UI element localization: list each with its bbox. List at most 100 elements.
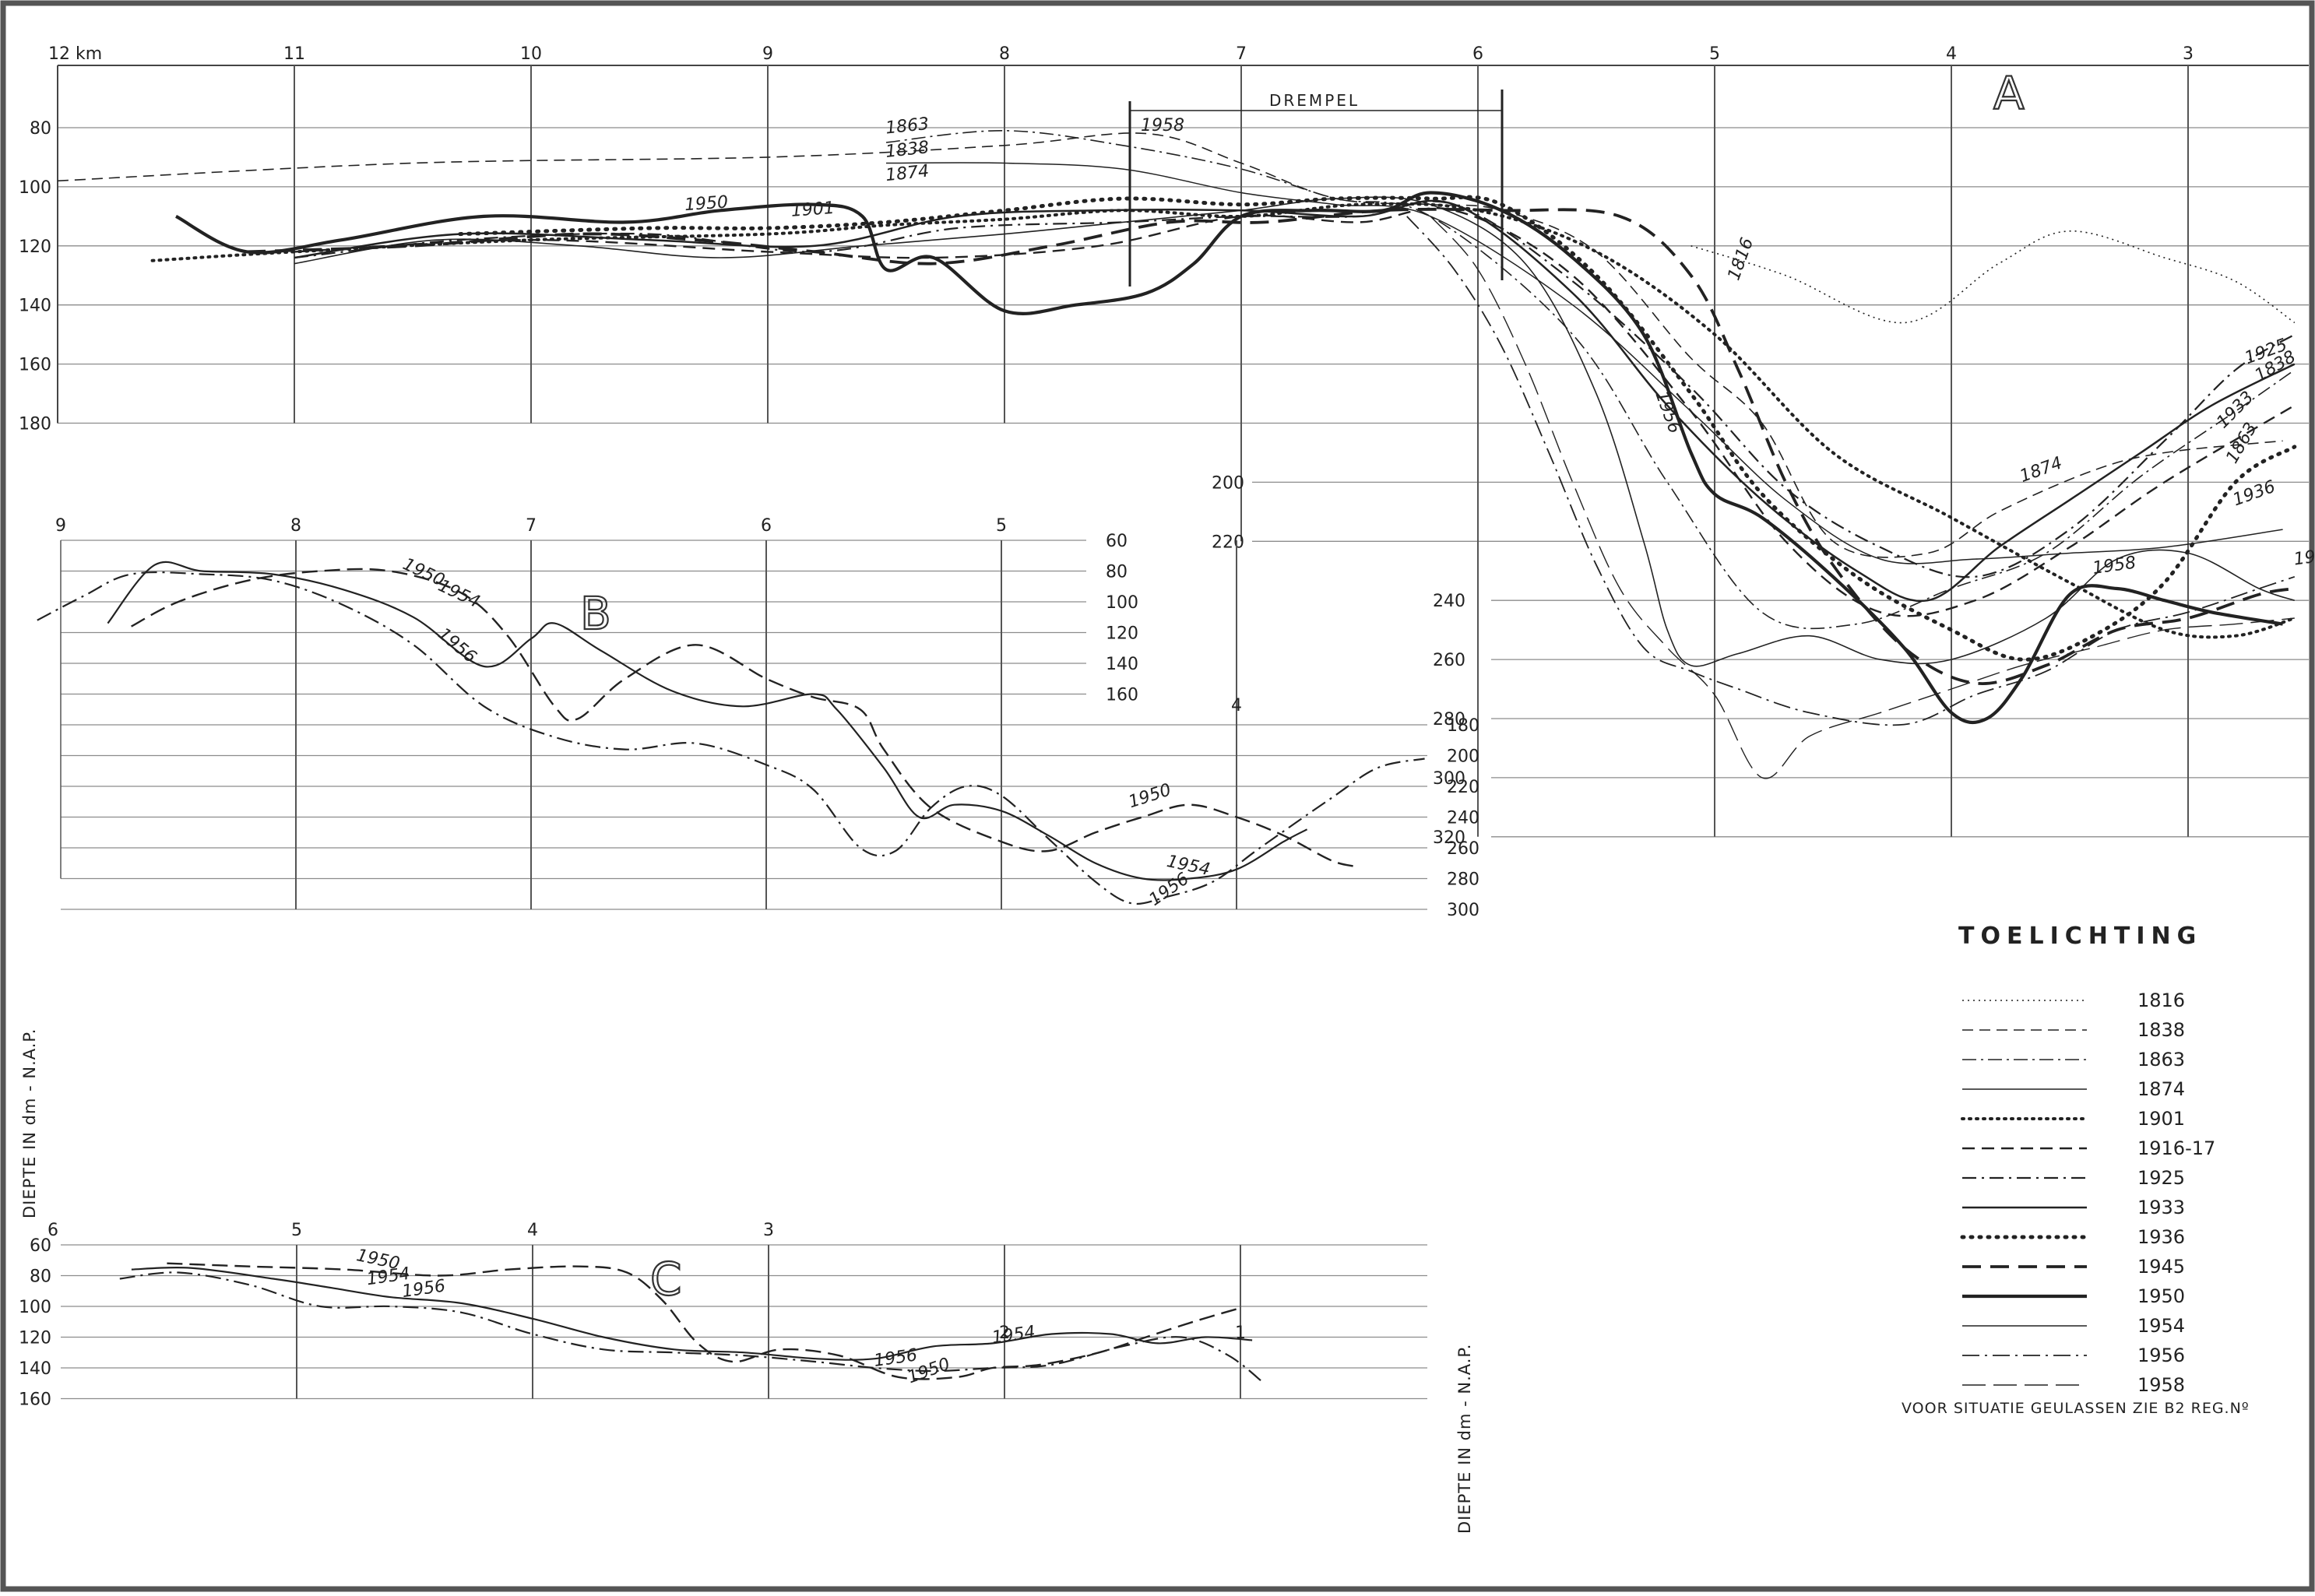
panel-a-x-tick: 5 (1709, 44, 1720, 64)
legend-label-1838: 1838 (2137, 1019, 2185, 1041)
panel-a-y-tick-lower: 220 (1212, 533, 1244, 552)
panel-b-series (37, 561, 1425, 905)
panel-a-y-tick-upper: 100 (19, 178, 51, 198)
panel-b-y-tick: 80 (1106, 563, 1128, 582)
panel-c-y-tick: 80 (30, 1267, 51, 1287)
panel-b-y-tick: 200 (1447, 747, 1479, 767)
panel-a-y-tick-lower: 240 (1433, 592, 1465, 611)
panel-b-series-label-1956: 1956 (434, 624, 480, 667)
panel-c-y-tick: 140 (19, 1359, 51, 1379)
panel-a-series (57, 129, 2297, 779)
panel-b-x-tick: 7 (526, 516, 537, 536)
panel-a-x-tick: 7 (1236, 44, 1247, 64)
panel-a-y-tick-lower: 320 (1433, 828, 1465, 848)
legend-label-1945: 1945 (2137, 1256, 2185, 1278)
legend-label-1956: 1956 (2137, 1345, 2185, 1366)
panel-a-ticks: 80 100 120 140 160 180 200 220 240 260 280 300 320 12… (19, 44, 2194, 848)
panel-a: 80 100 120 140 160 180 200 220 240 260 280 300 320 12… (19, 44, 2315, 848)
legend: TOELICHTING 181618381863187419011916-171… (1902, 923, 2250, 1417)
panel-a-series-label-1901: 1901 (790, 199, 836, 221)
panel-a-y-tick-upper: 120 (19, 237, 51, 257)
panel-c-y-tick: 100 (19, 1298, 51, 1317)
legend-label-1950: 1950 (2137, 1285, 2185, 1307)
panel-a-x-tick: 3 (2183, 44, 2194, 64)
panel-a-series-line-1838 (57, 132, 2283, 558)
panel-a-series-label-1863: 1863 (885, 114, 930, 139)
panel-a-series-line-1863 (885, 129, 2296, 630)
panel-b-axis-title: DIEPTE IN dm - N.A.P. (20, 1028, 39, 1218)
legend-title: TOELICHTING (1958, 923, 2202, 950)
panel-a-letter: A (1993, 67, 2025, 120)
panel-b-series-line-1954 (107, 561, 1308, 881)
panel-c-series-line-1950 (167, 1262, 1241, 1380)
panel-c-grid (61, 1244, 1427, 1400)
panel-b-x-tick: 6 (761, 516, 772, 536)
panel-a-series-line-1950 (175, 191, 2283, 725)
panel-a-y-tick-upper: 140 (19, 297, 51, 316)
panel-a-series-line-1956 (1406, 216, 2296, 726)
panel-c-x-tick: 3 (763, 1221, 774, 1240)
panel-b-y-tick: 160 (1106, 686, 1138, 705)
panel-b-y-tick: 120 (1106, 624, 1138, 644)
panel-c-x-tick: 2 (999, 1324, 1010, 1343)
panel-b-y-tick: 280 (1447, 870, 1479, 890)
panel-a-series-line-1954 (294, 196, 2296, 667)
panel-b-x-tick: 8 (290, 516, 301, 536)
panel-a-y-tick-upper: 180 (19, 415, 51, 434)
legend-label-1916-17: 1916-17 (2137, 1137, 2215, 1159)
panel-a-series-line-1816 (1691, 230, 2296, 324)
panel-b-y-tick: 260 (1447, 839, 1479, 859)
panel-a-y-tick-upper: 160 (19, 356, 51, 375)
legend-label-1958: 1958 (2137, 1374, 2185, 1396)
panel-b-grid (60, 540, 1427, 910)
legend-label-1874: 1874 (2137, 1078, 2185, 1100)
panel-a-series-line-1874 (885, 162, 2283, 564)
panel-a-y-tick-lower: 280 (1433, 710, 1465, 729)
panel-b-y-tick: 180 (1447, 716, 1479, 736)
panel-a-x-tick: 10 (520, 44, 542, 64)
panel-c-y-tick: 60 (30, 1236, 51, 1256)
panel-a-x-tick: 12 km (48, 44, 102, 64)
panel-a-series-line-1936 (458, 195, 2297, 662)
panel-a-grid (57, 65, 2309, 838)
panel-c-series-line-1956 (119, 1271, 1265, 1384)
panel-b-y-tick: 240 (1447, 809, 1479, 828)
panel-b-series-label-1956: 1956 (1145, 869, 1192, 910)
legend-label-1863: 1863 (2137, 1049, 2185, 1070)
panel-a-series-label-1816: 1816 (1725, 235, 1758, 283)
panel-c-y-tick: 120 (19, 1329, 51, 1348)
panel-c-y-tick: 160 (19, 1390, 51, 1410)
panel-c-x-tick: 5 (291, 1221, 302, 1240)
legend-note: VOOR SITUATIE GEULASSEN ZIE B2 REG.Nº (1902, 1400, 2250, 1417)
panel-a-series-label-1958: 1958 (2092, 553, 2137, 578)
panel-a-series-label-1874: 1874 (885, 162, 930, 186)
panel-b-series-line-1950 (131, 568, 1355, 867)
panel-b-y-tick: 300 (1447, 901, 1479, 920)
panel-b-ticks: 60 80 100 120 140 160 180 200 220 240 260 280 300 9 8 7… (55, 516, 1479, 920)
panel-b: 60 80 100 120 140 160 180 200 220 240 260 280 300 9 8 7… (20, 516, 1479, 1218)
panel-a-series-label-1901: 1901 (2292, 544, 2315, 570)
legend-entries: 1816 1838 1863 1874 1901 1916-17 1925 1933 1936 1… (1960, 990, 2215, 1396)
panel-a-series-label-1874: 1874 (2018, 453, 2065, 487)
panel-b-letter: B (580, 587, 611, 640)
panel-b-x-tick: 4 (1231, 696, 1242, 715)
panel-c-series-label-1954: 1954 (990, 1323, 1036, 1348)
panel-a-y-tick-lower: 200 (1212, 473, 1244, 493)
panel-a-y-tick-lower: 300 (1433, 769, 1465, 789)
panel-a-series-label-1950: 1950 (684, 192, 729, 215)
drempel-label: DREMPEL (1269, 91, 1360, 110)
panel-b-series-label-1954: 1954 (435, 576, 483, 612)
legend-label-1936: 1936 (2137, 1226, 2185, 1248)
panel-c-x-tick: 4 (527, 1221, 538, 1240)
panel-b-y-tick: 100 (1106, 593, 1138, 613)
legend-label-1925: 1925 (2137, 1167, 2185, 1189)
drempel-marker: DREMPEL 1958 (1128, 90, 1504, 287)
panel-c-x-tick: 6 (47, 1221, 58, 1240)
panel-a-series-line-1945 (247, 207, 2296, 685)
panel-a-series-line-1958 (1430, 216, 2295, 779)
panel-b-x-tick: 5 (996, 516, 1007, 536)
